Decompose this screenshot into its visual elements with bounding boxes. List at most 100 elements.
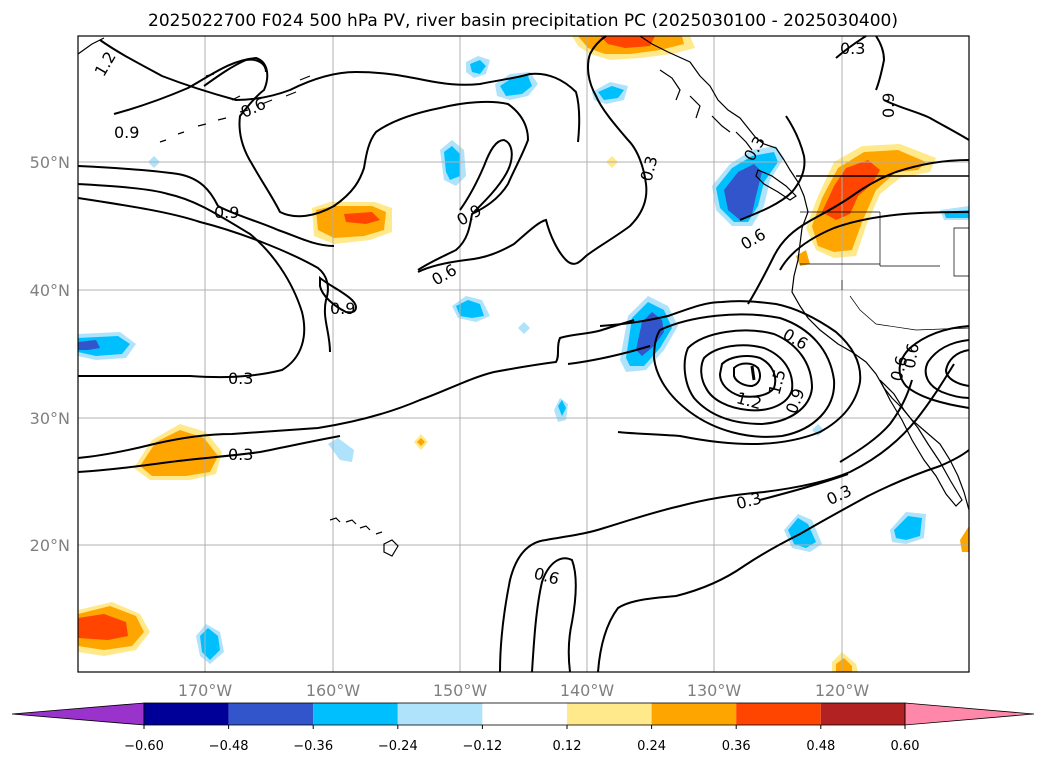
pv-contour [597, 449, 970, 673]
pv-contour [898, 325, 970, 409]
border-us-mexico [915, 327, 970, 331]
contour-label: 0.9 [330, 299, 355, 318]
pv-contour [599, 300, 862, 446]
plot-area: 1.2 0.6 0.9 0.9 0.9 0.9 0.6 0.3 0.3 0.3 … [77, 35, 970, 673]
precip-anomaly-negative [894, 516, 922, 540]
pv-contour [77, 183, 306, 379]
precip-anomaly-negative [78, 340, 100, 350]
colorbar-tick-label: 0.60 [891, 739, 920, 754]
colorbar-tick-label: −0.24 [378, 739, 418, 754]
pv-contour [739, 115, 806, 221]
pv-contour [839, 379, 913, 463]
pv-contour [203, 58, 267, 87]
precip-anomaly-negative [558, 400, 566, 416]
coastline-vancouver-island [755, 169, 797, 201]
colorbar-tick-label: 0.24 [637, 739, 666, 754]
contour-label: 0.9 [214, 203, 239, 222]
pv-contour [417, 35, 648, 273]
pv-contour [319, 275, 357, 314]
pv-contour [883, 99, 970, 141]
colorbar-bin [313, 703, 398, 725]
pv-contour [77, 197, 331, 353]
colorbar-bin [228, 703, 314, 725]
contour-label: 0.9 [114, 123, 139, 142]
colorbar-tick-label: 0.48 [806, 739, 835, 754]
map-frame [77, 35, 970, 673]
pv-contour [733, 362, 761, 388]
lat-label: 50°N [30, 153, 70, 172]
pv-contour [77, 319, 635, 459]
contour-label: 0.3 [228, 369, 253, 388]
colorbar-bin [144, 703, 229, 725]
contour-label: 0.9 [879, 93, 898, 118]
contour-label: 0.3 [228, 445, 253, 464]
pv-contour [944, 349, 970, 387]
precip-anomaly-positive [344, 212, 380, 224]
precip-anomaly-negative [636, 312, 664, 356]
colorbar-tick-label: −0.60 [124, 739, 164, 754]
colorbar: −0.60 −0.48 −0.36 −0.24 −0.12 0.12 0.24 … [11, 702, 1035, 754]
precip-anomaly-positive [140, 430, 218, 476]
precip-anomaly-positive [796, 250, 810, 266]
map-title: 2025022700 F024 500 hPa PV, river basin … [148, 11, 898, 31]
pv-contour [759, 473, 849, 501]
lon-label: 170°W [178, 681, 233, 700]
colorbar-tick-label: −0.48 [209, 739, 249, 754]
colorbar-bin [651, 703, 737, 725]
colorbar-tick-label: 0.36 [722, 739, 751, 754]
colorbar-bin [397, 703, 483, 725]
pv-contour [747, 159, 970, 305]
contour-label: 0.6 [900, 342, 923, 370]
gridlines [78, 36, 969, 672]
precip-anomaly-negative [470, 60, 486, 74]
lon-label: 160°W [306, 681, 361, 700]
pv-contour [77, 165, 335, 247]
lat-label: 40°N [30, 281, 70, 300]
colorbar-tick-label: −0.12 [462, 739, 502, 754]
lon-labels: 170°W 160°W 150°W 140°W 130°W 120°W [178, 681, 870, 700]
colorbar-ticks [143, 725, 906, 729]
precip-anomaly-negative [444, 146, 460, 180]
precip-anomaly-positive [836, 658, 852, 672]
pv-contour [99, 39, 581, 143]
precip-anomaly-negative [724, 164, 762, 220]
lon-label: 150°W [433, 681, 488, 700]
lat-labels: 50°N 40°N 30°N 20°N [30, 153, 70, 555]
precip-anomaly-negative [328, 438, 354, 462]
precip-anomaly-negative [598, 86, 624, 100]
colorbar-tick-label: −0.36 [293, 739, 333, 754]
colorbar-bin [736, 703, 821, 725]
colorbar-bin [820, 703, 906, 725]
lon-label: 120°W [815, 681, 870, 700]
coastline-hawaii [329, 517, 399, 557]
coastline-islands [659, 69, 753, 151]
pv-contour [779, 211, 970, 271]
pv-contour [652, 313, 836, 438]
pv-contour [683, 329, 814, 426]
colorbar-bin [482, 703, 567, 725]
precip-anomaly-positive [600, 36, 655, 48]
pv-contour [700, 344, 794, 412]
pv-contour [567, 345, 651, 365]
pv-contour [924, 339, 970, 399]
precip-anomaly-negative [456, 300, 484, 318]
pv-contour [875, 35, 886, 91]
precip-anomaly-positive [78, 614, 128, 640]
lon-label: 130°W [687, 681, 742, 700]
colorbar-extend-low [11, 702, 145, 726]
colorbar-frame [143, 702, 906, 726]
pv-contours [77, 35, 970, 673]
lat-label: 30°N [30, 409, 70, 428]
pv-contour [459, 138, 513, 213]
pv-contour [835, 35, 867, 59]
colorbar-tick-label: 0.12 [553, 739, 582, 754]
colorbar-bin [567, 703, 652, 725]
pv-contour [531, 557, 577, 673]
contour-label: 0.3 [840, 39, 865, 58]
colorbar-extend-high [904, 702, 1035, 726]
map-background [78, 36, 969, 672]
precip-anomaly-negative [518, 322, 530, 334]
pv-contour [77, 435, 341, 473]
precip-anomaly-positive [417, 438, 425, 446]
